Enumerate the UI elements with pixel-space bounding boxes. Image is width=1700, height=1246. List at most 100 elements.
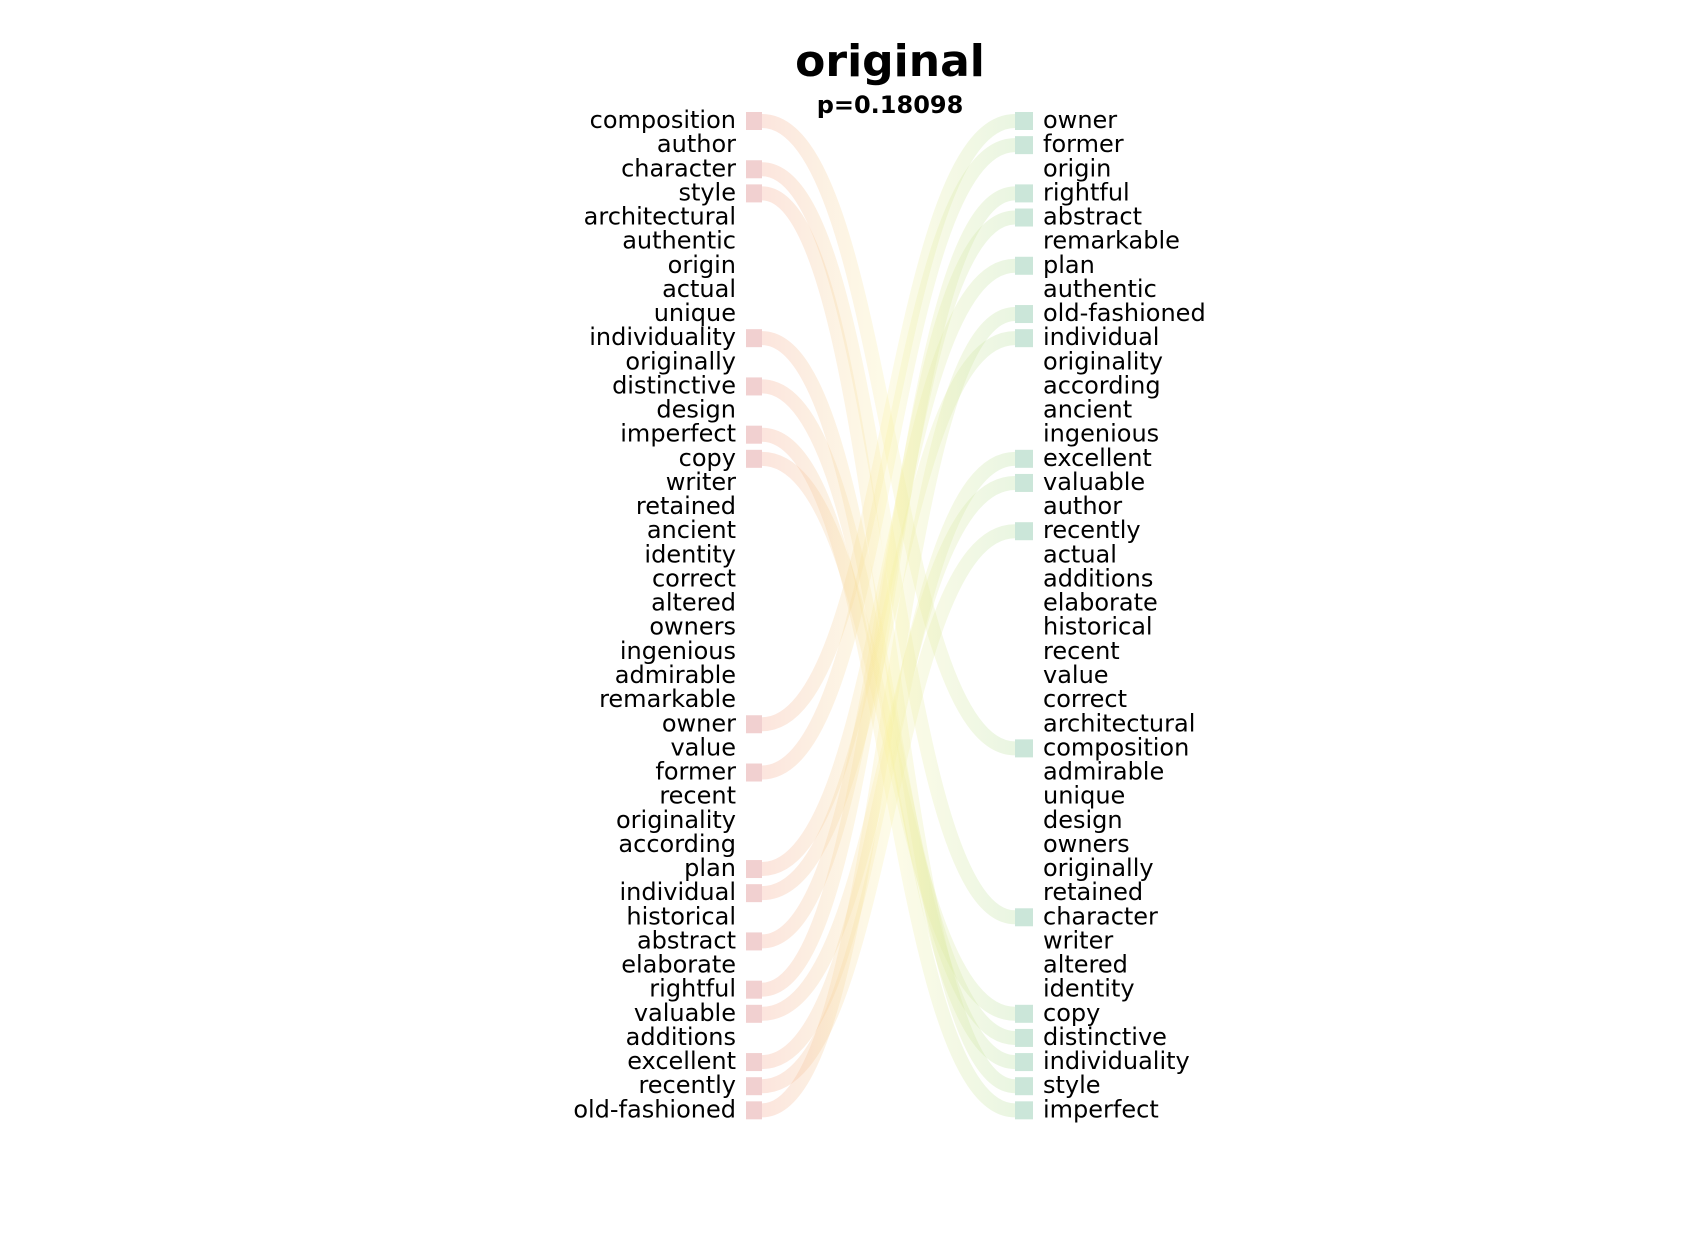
left-word-label: design (656, 396, 736, 424)
right-word-label: actual (1043, 540, 1117, 568)
left-word-label: plan (684, 854, 736, 882)
right-rank-tick (1015, 522, 1033, 541)
right-word-label: owner (1043, 106, 1117, 134)
rank-ticks (746, 112, 1033, 1120)
connection-curve-old-fashioned (761, 307, 1016, 1118)
right-rank-tick (1015, 739, 1033, 758)
right-word-label: additions (1043, 564, 1153, 592)
connection-curves (760, 114, 1017, 1118)
left-word-label: admirable (615, 661, 736, 689)
right-word-label: rightful (1043, 178, 1130, 206)
left-word-label: elaborate (621, 951, 736, 979)
left-word-label: ancient (647, 516, 736, 544)
right-rank-tick (1015, 1004, 1033, 1023)
left-word-label: distinctive (612, 371, 736, 399)
right-rank-tick (1015, 1028, 1033, 1047)
chart-subtitle: p=0.18098 (817, 91, 964, 119)
right-word-label: imperfect (1043, 1095, 1159, 1123)
left-word-label: ingenious (620, 637, 736, 665)
right-word-label: author (1043, 492, 1122, 520)
right-word-label: correct (1043, 685, 1127, 713)
chart-title: original (795, 36, 985, 87)
left-word-label: altered (651, 589, 736, 617)
left-word-label: owners (649, 613, 736, 641)
right-word-label: recently (1043, 516, 1141, 544)
left-word-label: individual (620, 878, 736, 906)
right-rank-tick (1015, 1101, 1033, 1120)
left-word-label: individuality (589, 323, 736, 351)
left-rank-tick (746, 884, 762, 903)
right-rank-tick (1015, 208, 1033, 227)
right-word-label: historical (1043, 613, 1153, 641)
right-word-label: retained (1043, 878, 1143, 906)
right-word-label: admirable (1043, 758, 1164, 786)
left-word-label: historical (626, 902, 736, 930)
left-word-label: owner (662, 709, 736, 737)
right-word-label: distinctive (1043, 1023, 1167, 1051)
right-word-label: style (1043, 1071, 1101, 1099)
right-rank-tick (1015, 908, 1033, 927)
left-word-label: actual (662, 275, 736, 303)
left-word-label: rightful (649, 975, 736, 1003)
left-word-label: additions (626, 1023, 736, 1051)
right-word-label: individual (1043, 323, 1159, 351)
right-word-label: according (1043, 371, 1161, 399)
left-word-label: abstract (637, 926, 736, 954)
right-word-label: originality (1043, 347, 1163, 375)
left-word-label: according (618, 830, 736, 858)
right-rank-tick (1015, 1053, 1033, 1072)
left-rank-tick (746, 112, 762, 130)
right-word-label: authentic (1043, 275, 1157, 303)
right-word-label: recent (1043, 637, 1120, 665)
right-rank-tick (1015, 305, 1033, 324)
right-word-label: ancient (1043, 396, 1132, 424)
left-rank-tick (746, 1004, 762, 1023)
left-word-label: retained (636, 492, 736, 520)
left-rank-tick (746, 1101, 762, 1120)
left-rank-tick (746, 1077, 762, 1096)
left-word-label: writer (666, 468, 736, 496)
left-word-label: architectural (584, 203, 736, 231)
connection-curve-rightful (761, 186, 1016, 997)
left-word-label: identity (644, 540, 736, 568)
right-word-label: identity (1043, 975, 1135, 1003)
left-rank-tick (746, 715, 762, 734)
connection-curve-former (761, 138, 1016, 780)
right-word-label: remarkable (1043, 227, 1180, 255)
right-rank-tick (1015, 256, 1033, 275)
left-word-label: character (621, 154, 736, 182)
left-rank-tick (746, 449, 762, 468)
left-word-label: originality (616, 806, 736, 834)
left-rank-tick (746, 980, 762, 999)
right-word-label: value (1043, 661, 1109, 689)
left-rank-tick (746, 932, 762, 951)
right-word-label: origin (1043, 154, 1111, 182)
right-word-label: copy (1043, 999, 1100, 1027)
left-word-label: style (678, 178, 736, 206)
right-rank-tick (1015, 184, 1033, 203)
right-word-label: architectural (1043, 709, 1195, 737)
right-word-label: valuable (1043, 468, 1145, 496)
left-word-label: recent (659, 782, 736, 810)
left-word-label: originally (625, 347, 736, 375)
right-word-label: abstract (1043, 203, 1142, 231)
right-rank-tick (1015, 329, 1033, 348)
right-word-label: plan (1043, 251, 1095, 279)
left-word-label: old-fashioned (573, 1095, 736, 1123)
right-rank-tick (1015, 449, 1033, 468)
left-rank-tick (746, 329, 762, 348)
right-word-label: old-fashioned (1043, 299, 1206, 327)
left-word-label: unique (654, 299, 736, 327)
left-word-label: copy (679, 444, 736, 472)
right-word-label: altered (1043, 951, 1128, 979)
right-rank-tick (1015, 1077, 1033, 1096)
connection-curve-excellent (761, 451, 1016, 1070)
right-word-label: individuality (1043, 1047, 1190, 1075)
right-word-label: former (1043, 130, 1124, 158)
left-word-label: origin (668, 251, 736, 279)
right-word-label: character (1043, 902, 1158, 930)
right-word-label: owners (1043, 830, 1130, 858)
left-word-label: authentic (622, 227, 736, 255)
connection-curve-owner (761, 114, 1016, 732)
